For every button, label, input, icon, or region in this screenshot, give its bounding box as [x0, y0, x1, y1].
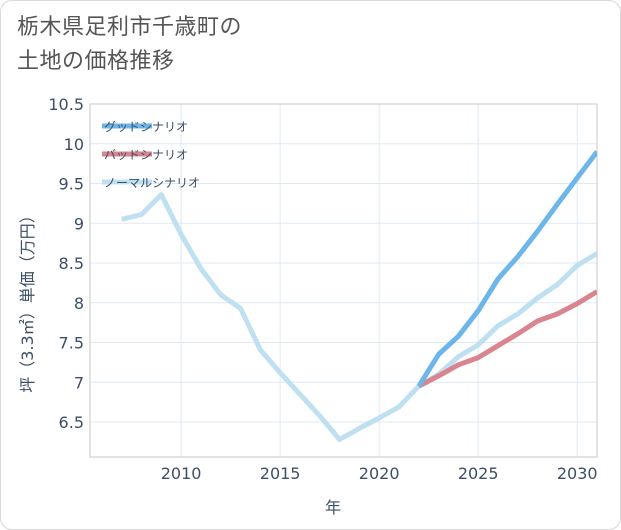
x-tick-label: 2015 — [260, 464, 301, 483]
chart-title-line-2: 土地の価格推移 — [17, 49, 175, 74]
series-line-0 — [416, 150, 597, 388]
y-tick-label: 9.5 — [59, 175, 84, 194]
grid-lines — [90, 103, 597, 457]
x-tick-label: 2030 — [557, 464, 598, 483]
x-tick-label: 2025 — [458, 464, 499, 483]
legend-label: グッドシナリオ — [104, 120, 188, 134]
plot-area-frame — [89, 103, 598, 458]
y-tick-label: 10 — [64, 135, 84, 154]
series-line-2 — [121, 192, 597, 442]
legend-label: ノーマルシナリオ — [104, 176, 200, 190]
y-tick-label: 6.5 — [59, 413, 84, 432]
y-tick-label: 9 — [74, 214, 84, 233]
x-tick-label: 2010 — [161, 464, 202, 483]
y-tick-label: 8.5 — [59, 254, 84, 273]
y-tick-label: 8 — [74, 294, 84, 313]
series-lines — [121, 150, 597, 442]
y-tick-label: 7 — [74, 373, 84, 392]
y-tick-label: 10.5 — [48, 95, 84, 114]
y-tick-label: 7.5 — [59, 334, 84, 353]
y-axis-label: 坪（3.3㎡）単価（万円） — [18, 207, 37, 392]
x-axis-ticks: 2010 2015 2020 2025 2030 — [161, 464, 598, 483]
x-tick-label: 2020 — [359, 464, 400, 483]
y-axis-ticks: 6.5 7 7.5 8 8.5 9 9.5 10 10.5 — [48, 95, 84, 432]
x-axis-label: 年 — [325, 498, 341, 517]
series-line-1 — [417, 289, 597, 389]
legend-label: バッドシナリオ — [104, 148, 188, 162]
chart-title: 栃木県足利市千歳町の 土地の価格推移 — [17, 11, 377, 79]
chart-title-line-1: 栃木県足利市千歳町の — [17, 15, 243, 40]
